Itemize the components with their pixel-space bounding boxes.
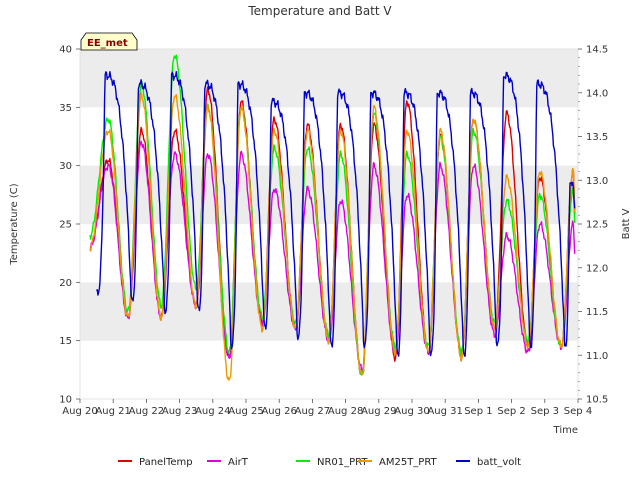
x-tick-label: Aug 31	[427, 406, 462, 417]
x-tick-label: Sep 4	[564, 406, 592, 417]
legend: PanelTemp AirT NR01_PRT AM25T_PRT batt_volt	[118, 457, 521, 468]
legend-label: AM25T_PRT	[379, 457, 438, 468]
y-tick-label: 35	[59, 103, 72, 114]
x-tick-label: Aug 20	[62, 406, 97, 417]
y2-tick-label: 12.0	[586, 263, 608, 274]
legend-label: NR01_PRT	[317, 457, 368, 468]
x-tick-label: Aug 22	[129, 406, 164, 417]
x-tick-label: Sep 2	[497, 406, 525, 417]
y2-tick-label: 14.0	[586, 88, 608, 99]
x-tick-label: Aug 28	[328, 406, 363, 417]
y-tick-label: 20	[59, 278, 72, 289]
x-tick-label: Sep 1	[464, 406, 492, 417]
series-line-batt-volt	[95, 71, 576, 357]
x-tick-label: Aug 24	[195, 406, 230, 417]
y-axis-label: Temperature (C)	[9, 183, 20, 265]
y2-tick-label: 13.5	[586, 132, 608, 143]
x-tick-label: Aug 25	[228, 406, 263, 417]
y-tick-label: 15	[59, 336, 72, 347]
y2-tick-label: 10.5	[586, 395, 608, 406]
x-tick-label: Aug 29	[361, 406, 396, 417]
legend-label: batt_volt	[477, 457, 521, 468]
y2-tick-label: 11.0	[586, 351, 608, 362]
x-tick-label: Aug 23	[162, 406, 197, 417]
y2-axis-label: Batt V	[621, 208, 632, 239]
y2-tick-label: 14.5	[586, 45, 608, 56]
station-badge: EE_met	[80, 32, 138, 51]
series-layer	[89, 54, 576, 381]
y-tick-label: 30	[59, 161, 72, 172]
x-tick-label: Sep 3	[531, 406, 559, 417]
x-tick-label: Aug 21	[95, 406, 130, 417]
y-tick-label: 40	[59, 45, 72, 56]
badge-shape	[80, 32, 138, 51]
y2-tick-label: 13.0	[586, 176, 608, 187]
y-tick-label: 10	[59, 395, 72, 406]
x-tick-label: Aug 27	[295, 406, 330, 417]
x-axis-label: Time	[553, 425, 578, 436]
background-band	[80, 49, 578, 108]
background-band	[80, 165, 578, 224]
axes: 10 15 20 25 30 35 40 10.5 11.0 11.5 12.0 12.5 13.0 13…	[59, 45, 608, 418]
y-tick-label: 25	[59, 220, 72, 231]
legend-label: PanelTemp	[139, 457, 193, 468]
y2-tick-label: 11.5	[586, 307, 608, 318]
badge-label: EE_met	[87, 38, 128, 49]
x-tick-label: Aug 26	[261, 406, 296, 417]
y2-tick-label: 12.5	[586, 220, 608, 231]
legend-label: AirT	[228, 457, 249, 468]
x-tick-label: Aug 30	[394, 406, 429, 417]
chart-title: Temperature and Batt V	[247, 4, 392, 18]
